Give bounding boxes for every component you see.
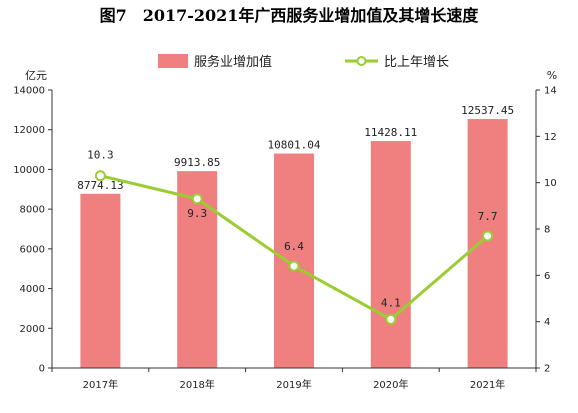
growth-value-label: 7.7 xyxy=(478,210,498,223)
bar-value-label: 8774.13 xyxy=(77,179,123,192)
left-tick-label: 8000 xyxy=(20,205,45,216)
right-axis-unit: % xyxy=(547,69,557,82)
x-tick-label: 2018年 xyxy=(179,378,214,391)
x-tick-label: 2019年 xyxy=(276,378,311,391)
growth-value-label: 4.1 xyxy=(381,296,401,309)
bar-value-label: 10801.04 xyxy=(268,139,321,152)
legend-line-marker xyxy=(356,56,367,66)
left-axis-unit: 亿元 xyxy=(25,69,47,82)
right-tick-label: 6 xyxy=(544,271,550,282)
right-tick-label: 12 xyxy=(544,132,557,143)
x-tick-label: 2020年 xyxy=(373,378,408,391)
x-tick-label: 2021年 xyxy=(470,378,505,391)
bar-2017年 xyxy=(80,193,121,368)
right-tick-label: 8 xyxy=(544,225,550,236)
growth-value-label: 10.3 xyxy=(87,149,114,162)
bar-value-label: 9913.85 xyxy=(174,156,220,169)
bar-2021年 xyxy=(467,119,508,369)
left-tick-label: 2000 xyxy=(20,324,45,335)
left-tick-label: 10000 xyxy=(13,165,45,176)
left-tick-label: 4000 xyxy=(20,284,45,295)
right-tick-label: 10 xyxy=(544,178,557,189)
growth-point-2021年 xyxy=(482,230,494,242)
legend-bar-label: 服务业增加值 xyxy=(194,54,272,70)
right-tick-label: 4 xyxy=(544,317,550,328)
bar-value-label: 11428.11 xyxy=(364,126,417,139)
legend-line-label: 比上年增长 xyxy=(384,55,449,70)
bar-2020年 xyxy=(370,141,411,368)
growth-point-2017年 xyxy=(94,170,106,182)
left-tick-label: 14000 xyxy=(13,86,45,97)
bar-value-label: 12537.45 xyxy=(461,104,514,117)
right-tick-label: 2 xyxy=(544,364,550,375)
legend-bar-swatch xyxy=(158,54,188,68)
left-tick-label: 0 xyxy=(39,364,45,375)
growth-point-2020年 xyxy=(385,313,397,325)
growth-point-2019年 xyxy=(288,260,300,272)
x-tick-label: 2017年 xyxy=(83,378,118,391)
plot-area: 0 2000 4000 6000 8000 10000 12000 14000 2 4 6 8 10 12… xyxy=(13,86,557,392)
left-tick-label: 12000 xyxy=(13,125,45,136)
left-tick-label: 6000 xyxy=(20,244,45,255)
right-tick-label: 14 xyxy=(544,86,557,97)
growth-value-label: 9.3 xyxy=(187,207,207,220)
legend: 服务业增加值 比上年增长 xyxy=(158,54,449,70)
growth-point-2018年 xyxy=(191,193,203,205)
chart-title: 图7 2017-2021年广西服务业增加值及其增长速度 xyxy=(100,6,480,25)
growth-value-label: 6.4 xyxy=(284,240,304,253)
